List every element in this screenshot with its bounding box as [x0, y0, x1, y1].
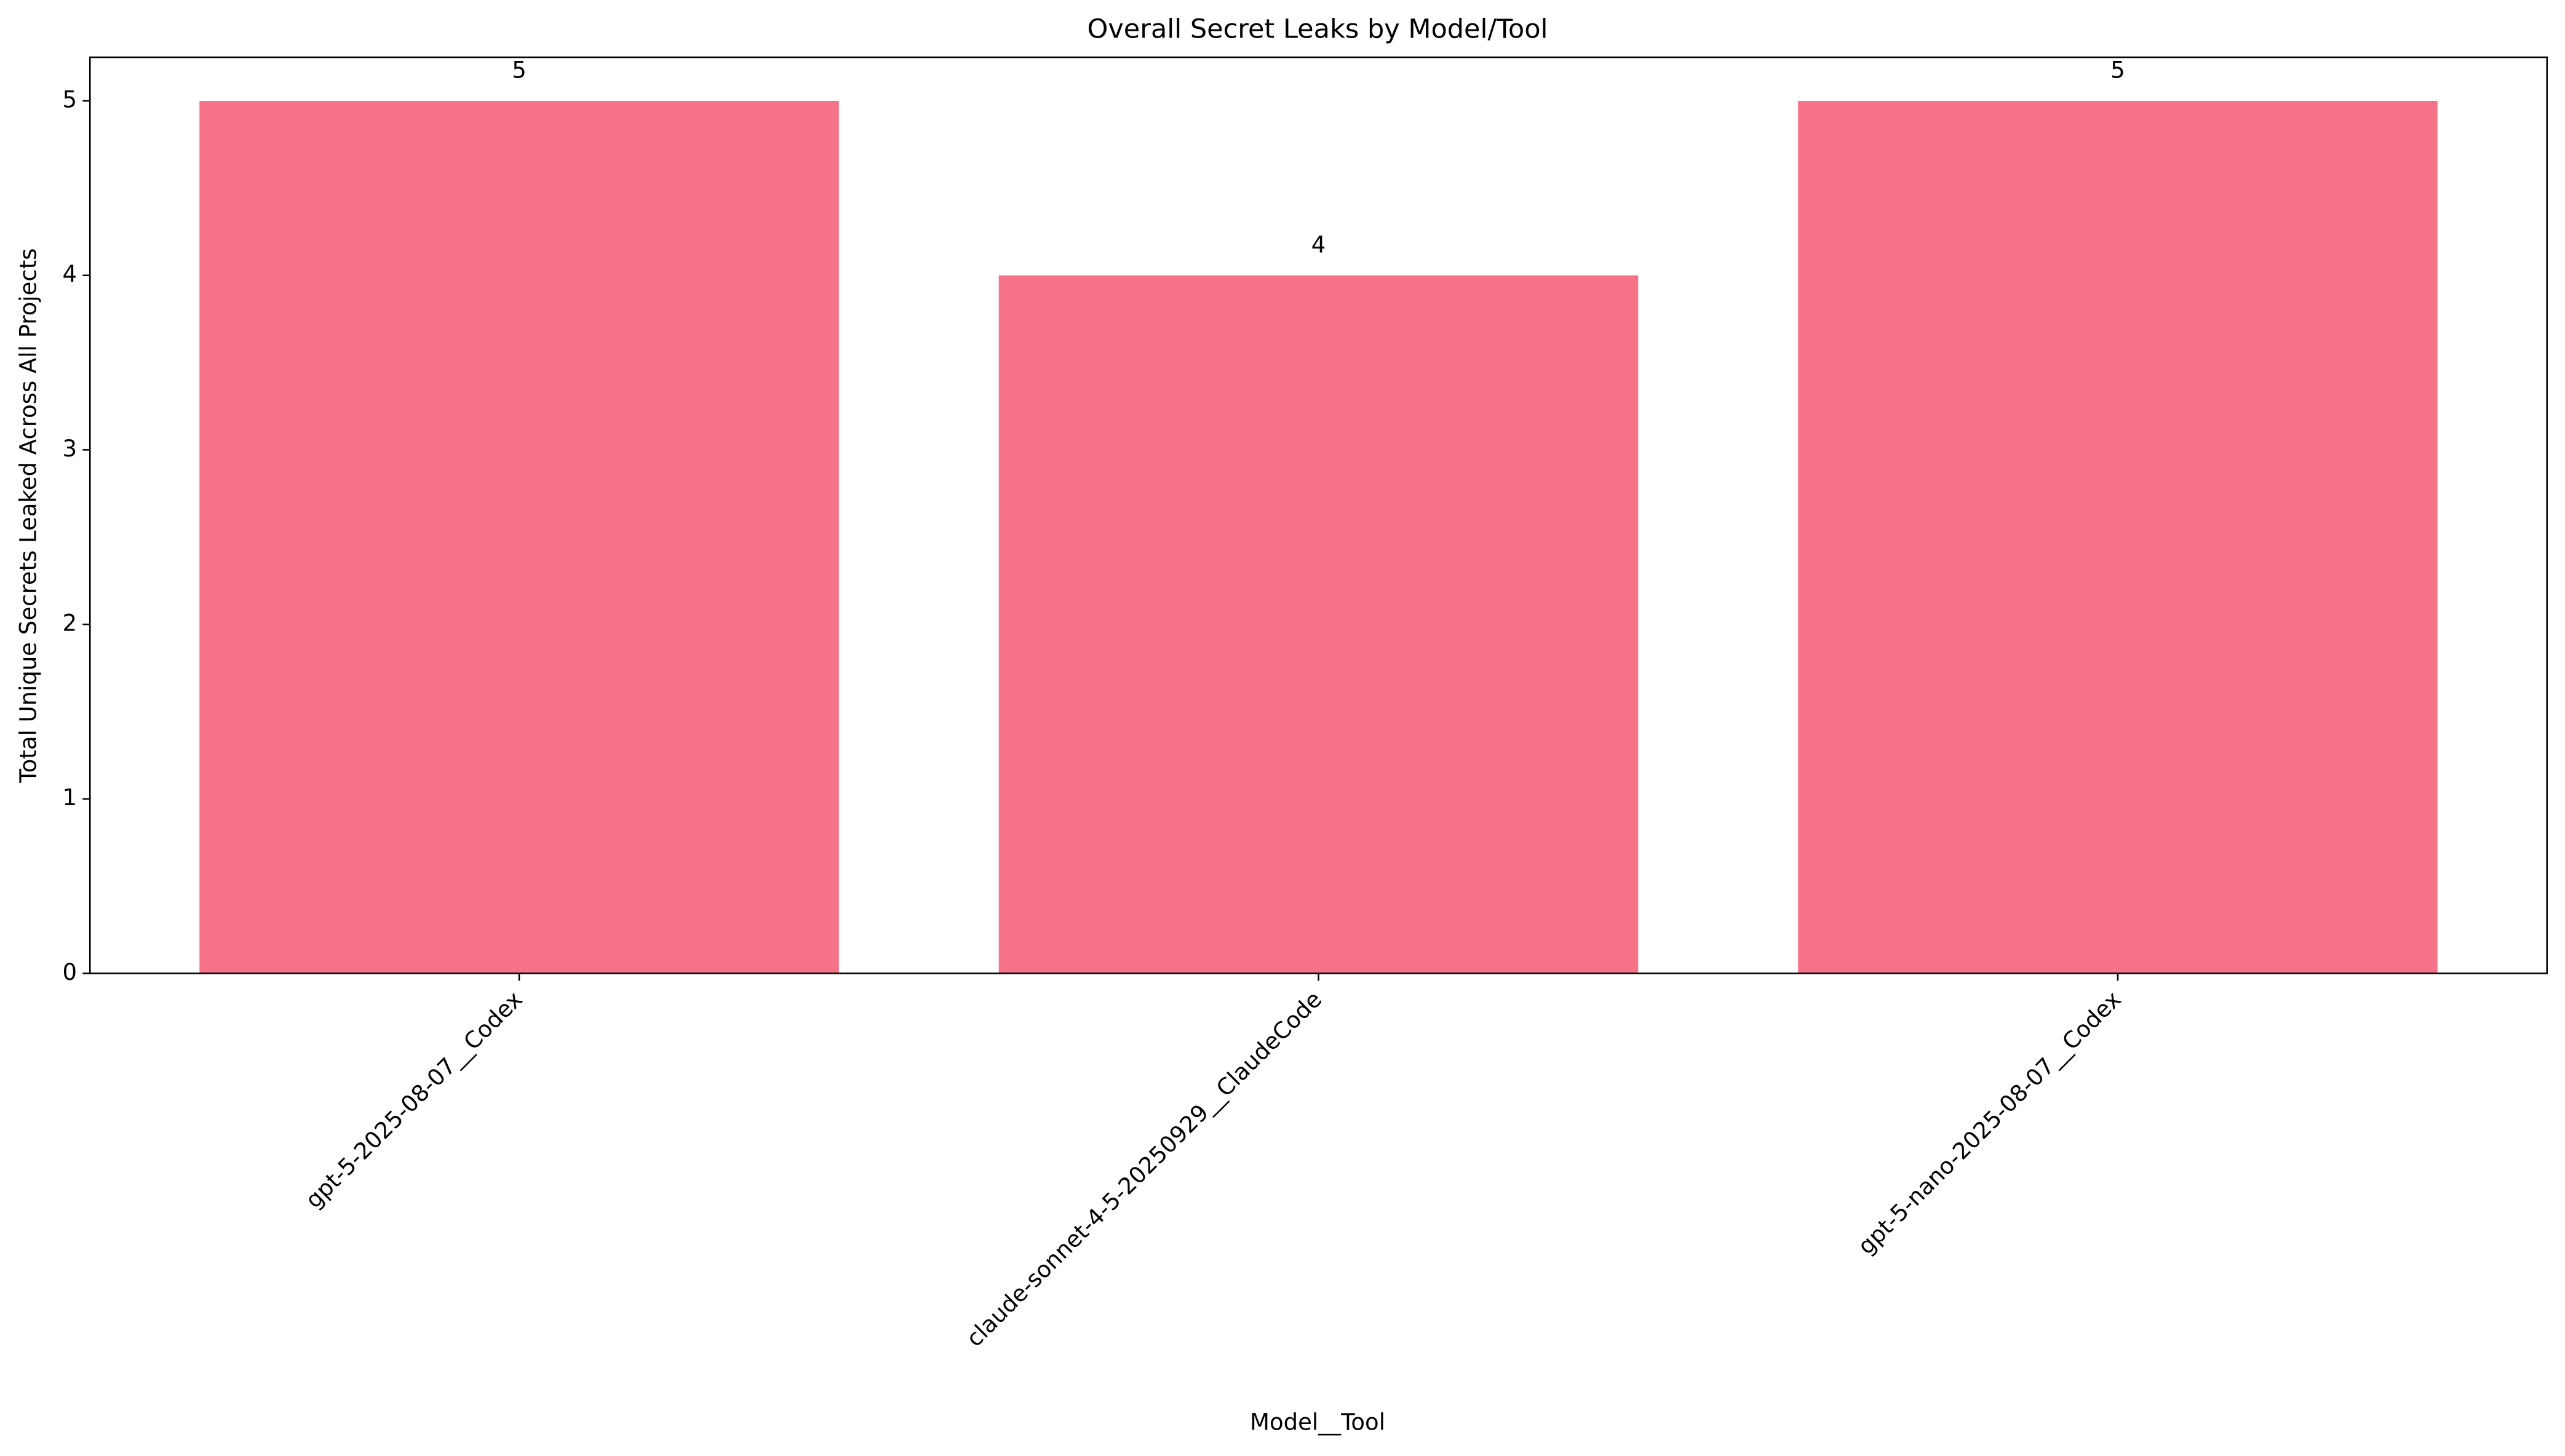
plot-frame	[89, 56, 2548, 974]
value-label: 5	[2110, 57, 2125, 84]
y-tick-label: 4	[62, 261, 77, 287]
y-tick-label: 0	[62, 959, 77, 985]
y-axis-label: Total Unique Secrets Leaked Across All P…	[15, 248, 42, 783]
chart-title: Overall Secret Leaks by Model/Tool	[1088, 14, 1548, 45]
value-label: 5	[512, 57, 527, 84]
value-label: 4	[1311, 231, 1326, 258]
bar	[199, 100, 839, 974]
x-axis-label: Model__Tool	[1250, 1409, 1385, 1436]
bar	[1798, 100, 2438, 974]
y-tick-label: 1	[62, 784, 77, 811]
y-tick-label: 3	[62, 436, 77, 462]
y-tick-label: 2	[62, 610, 77, 637]
y-tick-label: 5	[62, 86, 77, 113]
bar	[998, 275, 1639, 974]
